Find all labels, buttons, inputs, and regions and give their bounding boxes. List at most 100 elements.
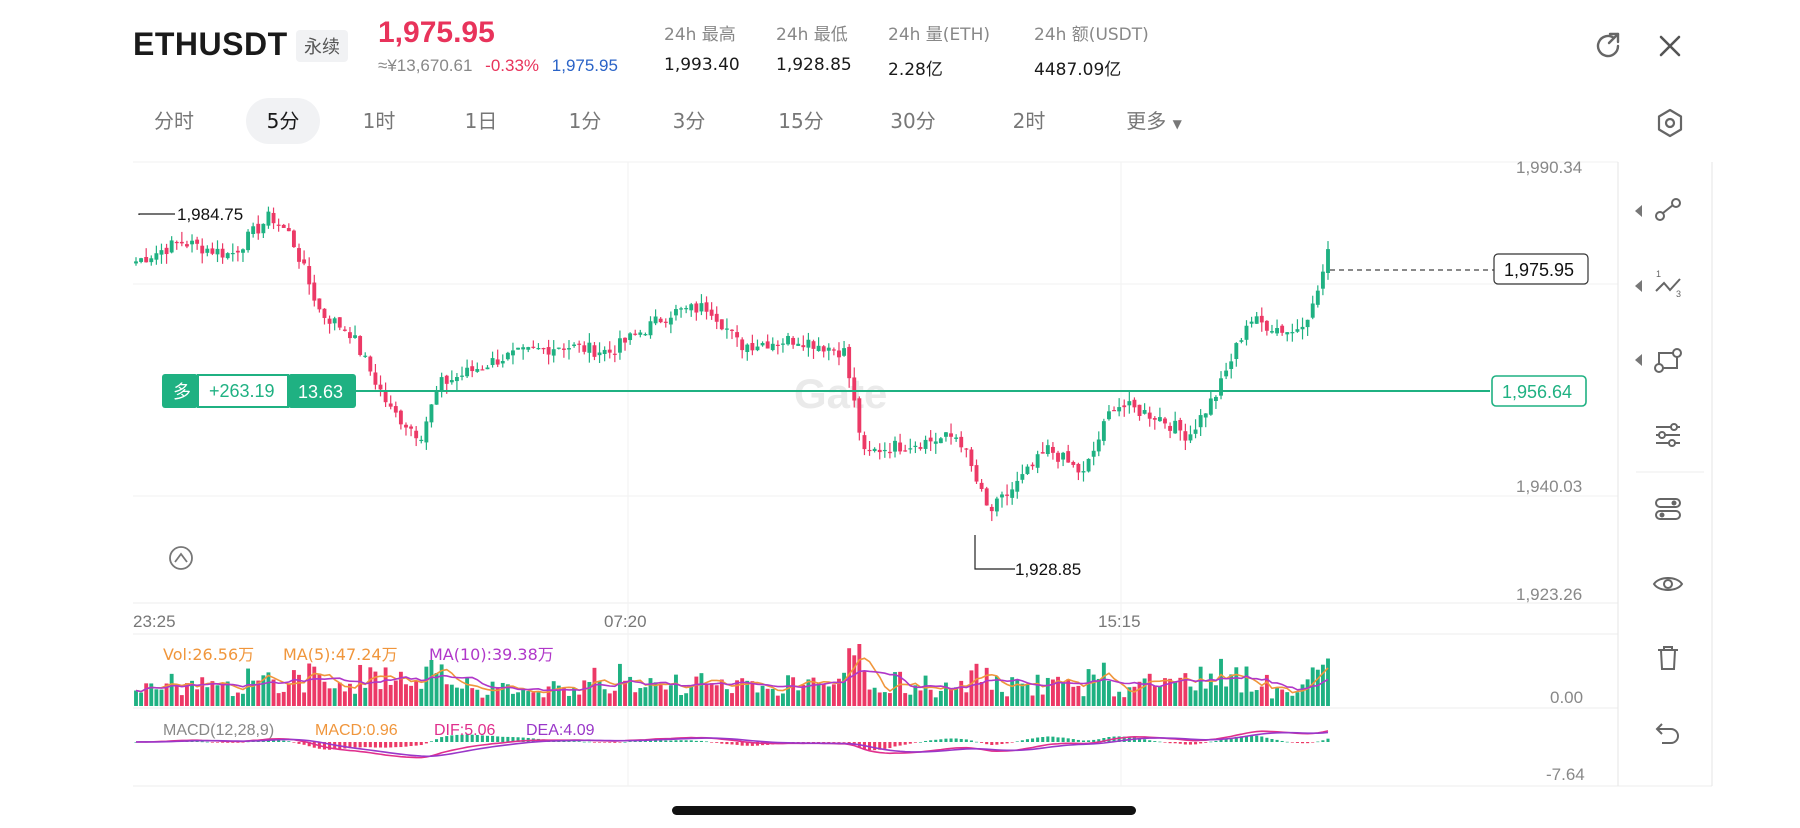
- volume-bar: [684, 693, 689, 706]
- tab-timeline[interactable]: 分时: [154, 109, 194, 133]
- volume-bar: [689, 685, 694, 706]
- expand-arrow-icon[interactable]: [1635, 280, 1642, 292]
- close-icon[interactable]: [1652, 28, 1688, 64]
- candle-body: [551, 349, 556, 356]
- tab-1d[interactable]: 1日: [464, 109, 498, 133]
- tab-15m[interactable]: 15分: [778, 109, 824, 133]
- low-marker-line: [974, 535, 1015, 570]
- candle-body: [164, 247, 169, 255]
- candle-body: [144, 256, 149, 263]
- macd-bar: [470, 734, 474, 742]
- change-percent: -0.33%: [485, 56, 540, 75]
- volume-bar: [541, 697, 546, 706]
- candle-body: [1254, 316, 1259, 324]
- position-pnl-pct: 13.63: [298, 382, 343, 402]
- macd-params-label: MACD(12,28,9): [163, 722, 274, 739]
- volume-bar: [429, 659, 434, 706]
- share-icon[interactable]: [1590, 28, 1626, 64]
- volume-bar: [134, 690, 138, 706]
- candle-body: [465, 367, 470, 377]
- volume-bar: [179, 695, 184, 706]
- expand-arrow-icon[interactable]: [1635, 205, 1642, 217]
- macd-bar: [750, 742, 754, 746]
- indicator-settings-icon[interactable]: [1646, 413, 1690, 457]
- volume-bar: [908, 694, 913, 706]
- tab-more-label: 更多: [1126, 109, 1167, 133]
- candle-body: [679, 308, 683, 310]
- position-tag[interactable]: 多 +263.19 13.63: [162, 374, 356, 408]
- macd-bar: [832, 742, 836, 743]
- macd-bar: [373, 742, 377, 748]
- hexagon-settings-icon[interactable]: [1652, 105, 1688, 141]
- macd-bar: [985, 742, 989, 745]
- macd-bar: [888, 742, 892, 749]
- layout-settings-icon[interactable]: [1646, 487, 1690, 531]
- volume-bar: [531, 692, 536, 706]
- volume-bar: [393, 680, 398, 706]
- tab-2h[interactable]: 2时: [1012, 109, 1046, 133]
- volume-bar: [572, 687, 577, 706]
- volume-bar: [928, 689, 933, 706]
- candle-body: [908, 448, 913, 450]
- candle-body: [225, 253, 230, 259]
- volume-bar: [653, 682, 658, 706]
- candle-body: [791, 337, 796, 345]
- tab-1m[interactable]: 1分: [568, 109, 602, 133]
- candle-body: [363, 355, 368, 357]
- volume-bar: [617, 663, 622, 706]
- candle-body: [429, 404, 434, 423]
- tab-3m[interactable]: 3分: [672, 109, 706, 133]
- candle-body: [1193, 429, 1198, 434]
- volume-bar: [765, 688, 770, 706]
- tab-more[interactable]: 更多 ▼: [1116, 98, 1192, 144]
- candle-body: [760, 343, 765, 346]
- delete-icon[interactable]: [1646, 636, 1690, 680]
- visibility-icon[interactable]: [1646, 562, 1690, 606]
- macd-bar: [1316, 741, 1320, 743]
- volume-bar: [317, 673, 322, 706]
- volume-bar: [628, 676, 633, 706]
- macd-bar: [995, 742, 999, 745]
- tab-5m[interactable]: 5分: [246, 98, 320, 144]
- macd-bar: [353, 742, 357, 748]
- volume-bar: [398, 671, 403, 706]
- volume-bar: [837, 678, 841, 706]
- tab-30m[interactable]: 30分: [890, 109, 936, 133]
- volume-bar: [495, 687, 500, 706]
- tab-1h[interactable]: 1时: [362, 109, 396, 133]
- trend-line-icon[interactable]: [1646, 188, 1690, 232]
- volume-bar: [434, 672, 439, 706]
- collapse-indicator-icon[interactable]: [169, 546, 193, 570]
- candle-body: [271, 212, 276, 224]
- candle-body: [378, 384, 383, 390]
- volume-bar: [1071, 686, 1076, 706]
- volume-bar: [551, 681, 556, 706]
- candle-body: [959, 436, 964, 448]
- candle-body: [241, 249, 245, 253]
- undo-icon[interactable]: [1646, 710, 1690, 754]
- volume-bar: [1178, 677, 1183, 706]
- candle-body: [475, 369, 480, 372]
- candle-body: [312, 282, 317, 301]
- volume-bar: [597, 681, 602, 706]
- candle-body: [765, 341, 770, 349]
- candle-body: [235, 250, 240, 253]
- volume-bar: [449, 684, 454, 706]
- candle-body: [1219, 378, 1223, 396]
- volume-bar: [205, 687, 210, 706]
- candle-body: [1264, 320, 1269, 331]
- volume-bar: [852, 655, 857, 706]
- rectangle-draw-icon[interactable]: [1646, 338, 1690, 382]
- candle-body: [1005, 494, 1010, 496]
- candle-body: [200, 245, 205, 254]
- candle-body: [1183, 431, 1188, 441]
- candle-body: [1244, 325, 1249, 340]
- volume-bar: [1000, 691, 1004, 706]
- volume-bar: [587, 681, 592, 706]
- expand-arrow-icon[interactable]: [1635, 354, 1642, 366]
- volume-bar: [893, 672, 897, 706]
- volume-bar: [882, 692, 887, 706]
- candle-body: [409, 426, 414, 429]
